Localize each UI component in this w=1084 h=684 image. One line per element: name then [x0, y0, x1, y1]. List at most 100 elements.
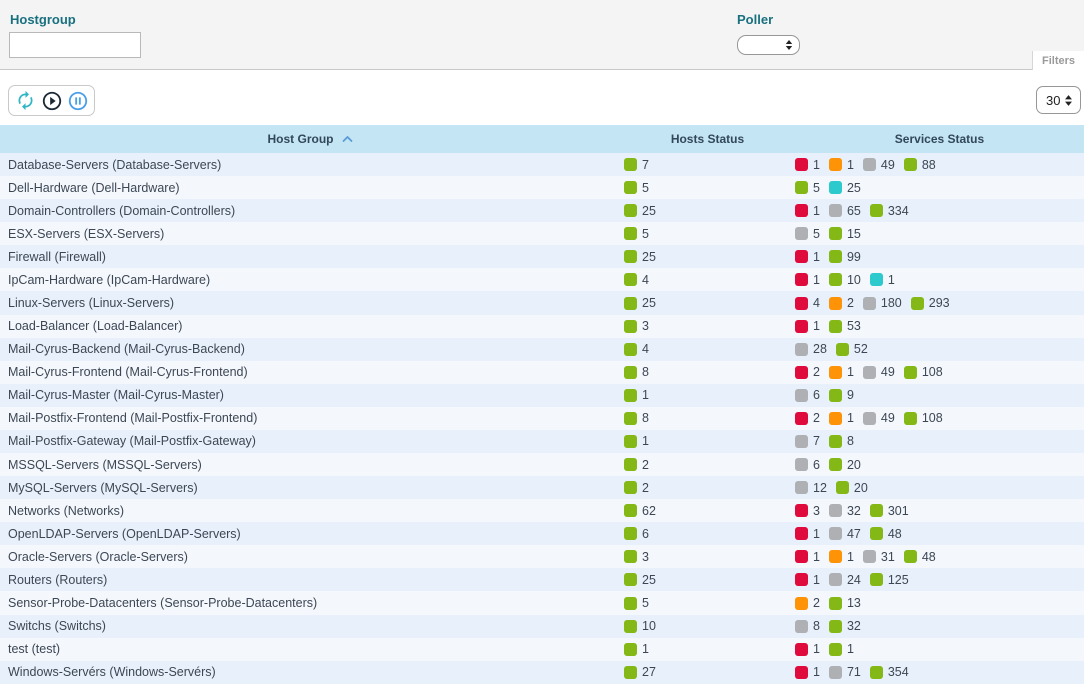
status-badge-ok[interactable]: 48 [903, 550, 936, 564]
status-badge-up[interactable]: 6 [624, 527, 649, 541]
status-badge-up[interactable]: 62 [624, 504, 656, 518]
status-badge-up[interactable]: 5 [624, 181, 649, 195]
status-badge-critical[interactable]: 2 [795, 411, 820, 425]
hostgroup-name-link[interactable]: Mail-Postfix-Gateway (Mail-Postfix-Gatew… [8, 434, 256, 449]
status-badge-ok[interactable]: 125 [869, 573, 909, 587]
hostgroup-name-link[interactable]: Switchs (Switchs) [8, 619, 106, 634]
status-badge-up[interactable]: 8 [624, 365, 649, 379]
status-badge-ok[interactable]: 354 [869, 665, 909, 679]
status-badge-critical[interactable]: 1 [795, 273, 820, 287]
status-badge-unknown[interactable]: 32 [828, 504, 861, 518]
status-badge-ok[interactable]: 48 [869, 527, 902, 541]
status-badge-unknown[interactable]: 6 [795, 388, 820, 402]
status-badge-unknown[interactable]: 180 [862, 296, 902, 310]
status-badge-unknown[interactable]: 49 [862, 158, 895, 172]
status-badge-up[interactable]: 25 [624, 296, 656, 310]
status-badge-up[interactable]: 25 [624, 250, 656, 264]
hostgroup-name-link[interactable]: Linux-Servers (Linux-Servers) [8, 296, 175, 310]
status-badge-unknown[interactable]: 49 [862, 365, 895, 379]
status-badge-ok[interactable]: 301 [869, 504, 909, 518]
filters-tab[interactable]: Filters [1032, 51, 1084, 70]
hostgroup-name-link[interactable]: Domain-Controllers (Domain-Controllers) [8, 203, 236, 218]
status-badge-ok[interactable]: 99 [828, 250, 861, 264]
status-badge-unknown[interactable]: 12 [795, 481, 827, 495]
status-badge-pending[interactable]: 25 [828, 181, 861, 195]
poller-select[interactable] [737, 35, 800, 55]
hostgroup-name-link[interactable]: Firewall (Firewall) [8, 249, 106, 264]
column-header-services-status[interactable]: Services Status [894, 132, 985, 146]
status-badge-unknown[interactable]: 7 [795, 434, 820, 448]
status-badge-critical[interactable]: 1 [795, 158, 820, 172]
hostgroup-name-link[interactable]: Networks (Networks) [8, 503, 124, 518]
status-badge-up[interactable]: 1 [624, 642, 649, 656]
status-badge-critical[interactable]: 1 [795, 319, 820, 333]
status-badge-critical[interactable]: 1 [795, 573, 820, 587]
status-badge-up[interactable]: 2 [624, 481, 649, 495]
status-badge-critical[interactable]: 1 [795, 250, 820, 264]
hostgroup-name-link[interactable]: ESX-Servers (ESX-Servers) [8, 226, 165, 241]
status-badge-unknown[interactable]: 31 [862, 550, 895, 564]
status-badge-up[interactable]: 4 [624, 342, 649, 356]
status-badge-up[interactable]: 5 [624, 227, 649, 241]
status-badge-ok[interactable]: 8 [828, 434, 854, 448]
status-badge-warning[interactable]: 2 [828, 296, 854, 310]
hostgroup-name-link[interactable]: OpenLDAP-Servers (OpenLDAP-Servers) [8, 526, 241, 541]
status-badge-ok[interactable]: 10 [828, 273, 861, 287]
status-badge-up[interactable]: 25 [624, 573, 656, 587]
status-badge-pending[interactable]: 1 [869, 273, 895, 287]
status-badge-unknown[interactable]: 28 [795, 342, 827, 356]
status-badge-critical[interactable]: 1 [795, 550, 820, 564]
status-badge-ok[interactable]: 108 [903, 411, 943, 425]
status-badge-ok[interactable]: 334 [869, 204, 909, 218]
status-badge-warning[interactable]: 1 [828, 411, 854, 425]
status-badge-up[interactable]: 4 [624, 273, 649, 287]
status-badge-ok[interactable]: 53 [828, 319, 861, 333]
hostgroup-name-link[interactable]: MSSQL-Servers (MSSQL-Servers) [8, 457, 202, 472]
status-badge-up[interactable]: 3 [624, 550, 649, 564]
status-badge-critical[interactable]: 2 [795, 365, 820, 379]
status-badge-unknown[interactable]: 5 [795, 227, 820, 241]
hostgroup-name-link[interactable]: Sensor-Probe-Datacenters (Sensor-Probe-D… [8, 596, 318, 611]
status-badge-ok[interactable]: 15 [828, 227, 861, 241]
hostgroup-name-link[interactable]: Windows-Servérs (Windows-Servérs) [8, 665, 216, 680]
status-badge-ok[interactable]: 20 [828, 458, 861, 472]
status-badge-ok[interactable]: 52 [835, 342, 868, 356]
hostgroup-name-link[interactable]: Mail-Cyrus-Backend (Mail-Cyrus-Backend) [8, 342, 245, 357]
status-badge-warning[interactable]: 1 [828, 365, 854, 379]
hostgroup-name-link[interactable]: MySQL-Servers (MySQL-Servers) [8, 480, 198, 495]
hostgroup-name-link[interactable]: Oracle-Servers (Oracle-Servers) [8, 549, 188, 564]
status-badge-up[interactable]: 7 [624, 158, 649, 172]
status-badge-critical[interactable]: 1 [795, 665, 820, 679]
status-badge-unknown[interactable]: 8 [795, 619, 820, 633]
status-badge-unknown[interactable]: 6 [795, 458, 820, 472]
hostgroup-name-link[interactable]: Mail-Postfix-Frontend (Mail-Postfix-Fron… [8, 411, 258, 426]
status-badge-up[interactable]: 5 [624, 596, 649, 610]
status-badge-unknown[interactable]: 24 [828, 573, 861, 587]
hostgroup-input[interactable] [9, 32, 141, 58]
status-badge-ok[interactable]: 9 [828, 388, 854, 402]
status-badge-ok[interactable]: 13 [828, 596, 861, 610]
status-badge-ok[interactable]: 5 [795, 181, 820, 195]
play-button[interactable] [39, 88, 64, 113]
hostgroup-name-link[interactable]: Mail-Cyrus-Master (Mail-Cyrus-Master) [8, 388, 224, 403]
status-badge-warning[interactable]: 1 [828, 158, 854, 172]
status-badge-up[interactable]: 1 [624, 434, 649, 448]
status-badge-up[interactable]: 25 [624, 204, 656, 218]
status-badge-ok[interactable]: 32 [828, 619, 861, 633]
status-badge-ok[interactable]: 20 [835, 481, 868, 495]
column-header-hosts-status[interactable]: Hosts Status [670, 132, 745, 146]
status-badge-up[interactable]: 1 [624, 388, 649, 402]
page-size-select[interactable]: 30 [1036, 86, 1081, 114]
hostgroup-name-link[interactable]: test (test) [8, 642, 61, 657]
status-badge-critical[interactable]: 3 [795, 504, 820, 518]
status-badge-unknown[interactable]: 47 [828, 527, 861, 541]
status-badge-unknown[interactable]: 49 [862, 411, 895, 425]
status-badge-unknown[interactable]: 71 [828, 665, 861, 679]
status-badge-up[interactable]: 10 [624, 619, 656, 633]
hostgroup-name-link[interactable]: Database-Servers (Database-Servers) [8, 157, 222, 172]
hostgroup-name-link[interactable]: Mail-Cyrus-Frontend (Mail-Cyrus-Frontend… [8, 365, 248, 380]
status-badge-critical[interactable]: 4 [795, 296, 820, 310]
status-badge-ok[interactable]: 293 [910, 296, 950, 310]
hostgroup-name-link[interactable]: Dell-Hardware (Dell-Hardware) [8, 180, 180, 195]
hostgroup-name-link[interactable]: Routers (Routers) [8, 572, 108, 587]
